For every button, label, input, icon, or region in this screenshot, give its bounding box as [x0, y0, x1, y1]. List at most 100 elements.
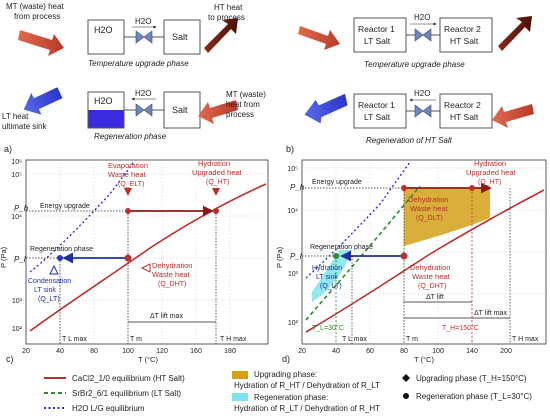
d-dehydration-top-1: Dehydration: [408, 195, 448, 204]
c-tl-max: T L max: [62, 336, 87, 343]
legend-regen-point: Regeneration phase (T_L=30°C): [416, 392, 532, 401]
legend-regen-swatch: [232, 393, 248, 401]
c-hydration-2: Upgraded heat: [192, 168, 243, 177]
a-top-left-label-2: from process: [14, 12, 60, 21]
panel-a: MT (waste) heat from process H2O H2O Sal…: [2, 2, 266, 154]
a-salt-box-label-top: Salt: [172, 32, 188, 42]
c-ytick: 10⁵: [11, 172, 22, 179]
a-lt-heat-out-arrow: [23, 87, 63, 115]
b-reactor1-top-l2: LT Salt: [364, 36, 391, 46]
b-phase-upgrade-label: Temperature upgrade phase: [364, 60, 465, 69]
panel-d: Energy upgrade Hydration Upgraded heat (…: [275, 159, 547, 364]
panel-b: Reactor 1 LT Salt H2O Reactor 2 HT Salt …: [286, 13, 534, 154]
b-valve-label-top: H2O: [414, 13, 430, 22]
c-th-max: T H max: [220, 336, 247, 343]
b-reactor2-bottom: [439, 93, 493, 129]
a-valve-top-icon: [135, 30, 153, 44]
c-point-dehydration: [124, 254, 132, 262]
d-ytick: 10²: [288, 320, 299, 327]
c-regen-phase: Regeneration phase: [30, 246, 93, 253]
d-ytick: 10⁴: [287, 208, 298, 215]
c-evaporation-3: (Q_ELT): [118, 181, 144, 188]
c-ytick: 10²: [12, 326, 23, 333]
d-dehydration-top-2: Waste heat: [410, 204, 449, 213]
legend: CaCl2_1/0 equilibrium (HT Salt) SrBr2_6/…: [44, 370, 532, 413]
c-condensation-3: (Q_LT): [38, 296, 60, 303]
d-pl-label: P_l: [290, 252, 302, 261]
a-caption: a): [4, 144, 12, 154]
d-hydration-lt-3: (Q_LT): [320, 283, 342, 290]
c-xtick: 40: [56, 348, 64, 355]
c-ytick: 10⁶: [11, 159, 22, 166]
b-reactor2-top: [439, 17, 493, 53]
a-waste-heat-in-arrow-bottom: [198, 100, 238, 124]
c-pl-label: P_l: [14, 255, 26, 264]
b-lt-out-arrow: [304, 93, 348, 124]
d-ytick: 10⁵: [287, 166, 298, 173]
d-dehydration-bot-1: Dehydration: [410, 263, 450, 272]
c-plot-frame: [25, 159, 269, 345]
d-point-dehyd-bot: [400, 252, 408, 260]
d-xtick: 60: [366, 348, 374, 355]
a-top-right-label-1: HT heat: [214, 3, 243, 12]
d-point-hydration-lt: [333, 253, 339, 259]
c-ytick: 10³: [12, 298, 23, 305]
a-top-left-label-1: MT (waste) heat: [6, 2, 64, 11]
a-salt-box-bottom: [163, 91, 201, 129]
b-valve-bottom-icon: [414, 104, 432, 118]
c-xtick: 80: [90, 348, 98, 355]
d-tl30: T_L=30°C: [312, 324, 344, 332]
d-th150: T_H=150°C: [442, 324, 479, 332]
b-heat-in-arrow: [298, 26, 340, 50]
c-condensation-2: LT sink: [34, 287, 56, 294]
d-point-hydration: [469, 185, 475, 191]
b-reactor1-bot-l2: LT Salt: [364, 112, 391, 122]
a-water-box-top: [87, 19, 125, 55]
c-dehydration-1: Dehydration: [152, 261, 192, 270]
b-valve-top-icon: [414, 28, 432, 42]
a-ht-heat-out-arrow: [204, 18, 238, 53]
legend-regen-point-icon: [403, 393, 409, 399]
legend-cacl2: CaCl2_1/0 equilibrium (HT Salt): [72, 374, 185, 383]
b-reactor1-bot-l1: Reactor 1: [358, 100, 395, 110]
legend-h2o: H2O L/G equilibrium: [72, 404, 145, 413]
d-y-ticks: 10⁵ 10⁴ 10³ 10²: [287, 166, 298, 327]
b-valve-label-bottom: H2O: [414, 89, 430, 98]
a-phase-upgrade-label: Temperature upgrade phase: [88, 59, 189, 68]
d-ytick: 10³: [288, 271, 299, 278]
d-xtick: 140: [466, 348, 478, 355]
c-h2o-curve: [29, 161, 135, 273]
c-caption: c): [6, 354, 14, 364]
a-bottom-right-label-1: MT (waste): [226, 90, 266, 99]
c-cacl2-curve: [29, 183, 267, 332]
c-cond-heat-icon: [49, 264, 59, 275]
c-evaporation-2: Waste heat: [108, 170, 147, 179]
c-dt-lift: ΔT lift max: [150, 313, 183, 320]
a-top-right-label-2: to process: [208, 13, 245, 22]
c-evap-heat-icon: [124, 188, 132, 196]
a-phase-regen-label: Regeneration phase: [94, 132, 167, 141]
c-point-evap: [125, 208, 131, 214]
legend-regen-title: Regeneration phase:: [254, 393, 328, 402]
d-xtick: 100: [432, 348, 444, 355]
b-phase-regen-label: Regeneration of HT Salt: [366, 136, 453, 145]
d-hydration-1: Hydration: [474, 159, 506, 168]
c-xtick: 180: [224, 348, 236, 355]
d-dt-lift: ΔT lift: [426, 294, 444, 301]
a-water-box-label-bottom: H2O: [94, 96, 113, 106]
d-xtick: 20: [298, 348, 306, 355]
d-dt-lift-max: ΔT lift max: [474, 310, 507, 317]
c-y-ticks: 10⁶ 10⁵ 10⁴ 10³ 10²: [11, 159, 22, 333]
legend-upgrade-point-icon: [402, 374, 410, 382]
d-regen-phase: Regeneration phase: [310, 244, 373, 251]
b-reactor1-top: [353, 17, 407, 53]
d-dehydration-bot-2: Waste heat: [412, 272, 451, 281]
c-grid: [26, 160, 268, 344]
c-xtick: 120: [156, 348, 168, 355]
legend-srbr2: SrBr2_6/1 equilibrium (LT Salt): [72, 389, 181, 398]
d-xtick: 40: [332, 348, 340, 355]
d-point-dehyd-top: [401, 185, 407, 191]
a-salt-box-top: [163, 19, 201, 55]
c-point-hydration: [213, 208, 219, 214]
